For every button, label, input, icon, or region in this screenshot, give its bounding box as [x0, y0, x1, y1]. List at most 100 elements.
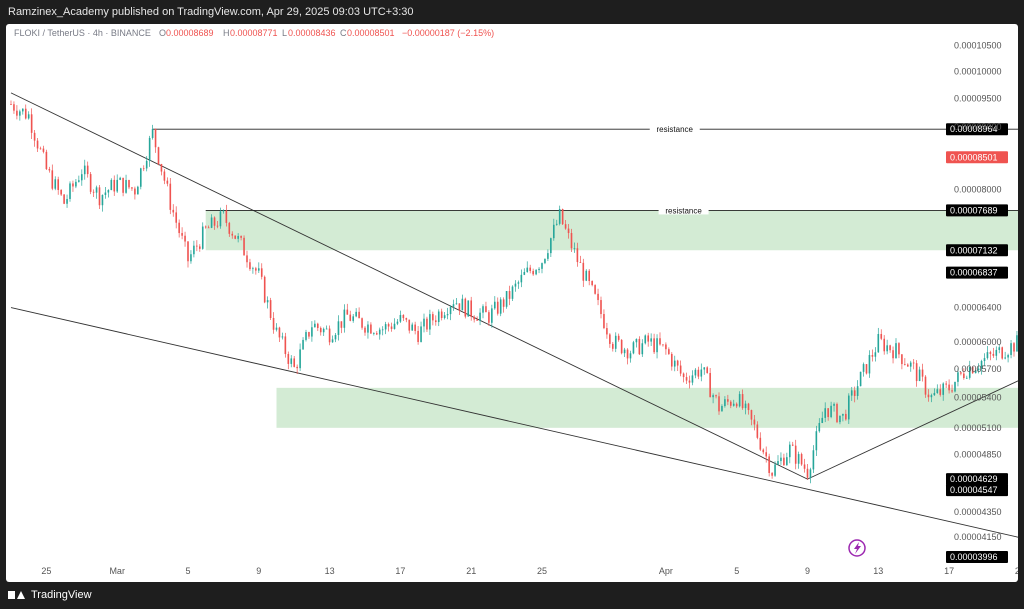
candle	[856, 380, 859, 400]
bottom-bar: TradingView	[0, 584, 1024, 609]
candle	[204, 225, 207, 229]
candle	[390, 322, 393, 332]
candle	[880, 329, 883, 341]
candle	[16, 105, 18, 120]
candle	[225, 204, 228, 227]
candle	[576, 242, 579, 267]
x-tick-label: 5	[185, 566, 190, 576]
candle	[629, 350, 632, 363]
candle	[328, 325, 331, 346]
tradingview-brand[interactable]: TradingView	[8, 589, 92, 601]
candle	[526, 261, 529, 273]
candle	[417, 325, 419, 345]
candle	[650, 333, 652, 347]
candle	[936, 384, 939, 394]
candle	[715, 394, 717, 399]
price-label-text: 0.00008501	[950, 152, 998, 162]
candle	[1010, 340, 1012, 359]
candle	[700, 363, 703, 382]
candle	[178, 219, 180, 238]
candle	[573, 242, 576, 253]
trend-line-2[interactable]	[807, 273, 1019, 480]
candle	[485, 301, 487, 313]
support-zone-1[interactable]	[276, 387, 1019, 428]
candle	[113, 175, 116, 196]
candle	[479, 308, 481, 326]
trend-line-0[interactable]	[10, 92, 808, 480]
price-chart[interactable]: resistance resistance 0.00008964 0.0000850…	[6, 24, 1018, 582]
candle	[729, 400, 732, 409]
candle	[219, 207, 222, 229]
candle	[322, 327, 325, 336]
candle	[237, 233, 239, 243]
candle	[591, 280, 593, 287]
candle	[718, 392, 720, 415]
candle	[691, 370, 694, 386]
candle	[337, 315, 340, 341]
candle	[874, 347, 877, 362]
candle	[1013, 342, 1015, 357]
candle	[66, 194, 68, 208]
price-label: 0.00007689	[946, 204, 1008, 217]
candle	[614, 332, 617, 353]
candle	[960, 371, 962, 376]
candle	[750, 409, 753, 426]
candle	[971, 365, 974, 374]
candle	[340, 321, 343, 334]
candle	[449, 305, 452, 321]
candle	[1004, 351, 1006, 360]
candle	[452, 299, 455, 311]
candle	[196, 240, 198, 252]
candle	[139, 167, 142, 190]
y-tick-label: 0.00004350	[954, 507, 1002, 517]
candle	[921, 363, 924, 382]
chart-frame[interactable]: resistance resistance 0.00008964 0.0000850…	[6, 24, 1018, 582]
candle	[744, 400, 747, 415]
candle	[517, 280, 520, 289]
candle	[703, 367, 706, 375]
candle	[142, 165, 145, 172]
trend-line-1[interactable]	[10, 307, 1018, 558]
candle	[653, 333, 655, 354]
candle	[986, 345, 989, 360]
bolt-icon[interactable]	[848, 539, 866, 557]
candle	[1007, 353, 1009, 363]
candle	[137, 185, 139, 195]
candle	[901, 353, 903, 370]
candle	[63, 193, 65, 205]
resistance-label-1: resistance	[665, 206, 702, 215]
candle	[818, 418, 821, 433]
candle	[284, 332, 287, 358]
candle	[927, 389, 930, 402]
candle	[252, 266, 254, 274]
candle	[346, 303, 349, 315]
candle	[859, 371, 862, 387]
y-tick-label: 0.00005400	[954, 393, 1002, 403]
candle	[110, 178, 113, 191]
x-tick-label: Apr	[659, 566, 673, 576]
candle	[558, 205, 561, 226]
candle	[788, 441, 791, 464]
candle	[620, 339, 623, 355]
candle	[865, 364, 868, 375]
candle	[753, 414, 756, 431]
support-zone-0[interactable]	[205, 210, 1018, 251]
candle	[561, 208, 564, 225]
candle	[954, 381, 956, 393]
x-tick-label: 25	[41, 566, 51, 576]
candle	[281, 332, 284, 340]
candle	[473, 315, 475, 323]
x-tick-label: 9	[805, 566, 810, 576]
candle	[862, 362, 865, 377]
candle	[827, 408, 829, 421]
candle	[579, 255, 582, 263]
candle	[426, 316, 428, 332]
candle	[198, 244, 201, 252]
candle	[606, 322, 608, 339]
candle	[974, 368, 977, 374]
candle	[349, 310, 352, 322]
candle	[405, 317, 408, 323]
price-label-text: 0.00008964	[950, 124, 998, 134]
price-label: 0.00006837	[946, 266, 1008, 279]
candle	[393, 318, 396, 330]
